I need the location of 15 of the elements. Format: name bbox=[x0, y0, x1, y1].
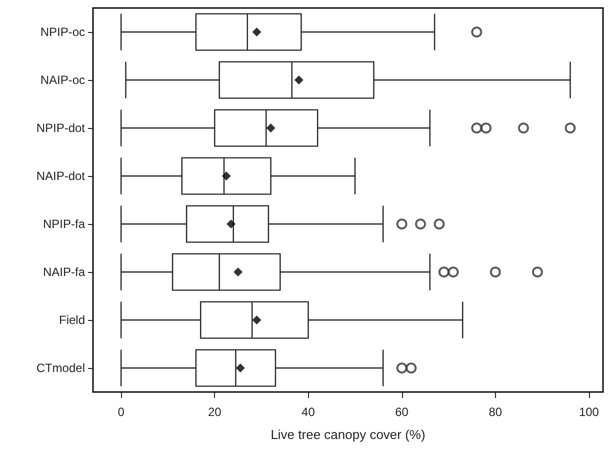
y-tick-label: NAIP-fa bbox=[42, 265, 86, 279]
x-tick-label: 0 bbox=[118, 405, 125, 419]
y-tick-label: Field bbox=[58, 313, 85, 327]
x-axis-title: Live tree canopy cover (%) bbox=[270, 427, 426, 442]
y-tick-label: CTmodel bbox=[36, 361, 85, 375]
x-tick-label: 80 bbox=[488, 405, 502, 419]
x-tick-label: 100 bbox=[578, 405, 600, 419]
y-tick-label: NPIP-fa bbox=[42, 217, 86, 231]
y-tick-label: NPIP-oc bbox=[40, 25, 85, 39]
x-tick-label: 40 bbox=[302, 405, 316, 419]
y-tick-label: NPIP-dot bbox=[36, 121, 86, 135]
y-tick-label: NAIP-dot bbox=[36, 169, 86, 183]
x-tick-label: 60 bbox=[395, 405, 409, 419]
y-tick-label: NAIP-oc bbox=[40, 73, 85, 87]
x-tick-label: 20 bbox=[208, 405, 222, 419]
